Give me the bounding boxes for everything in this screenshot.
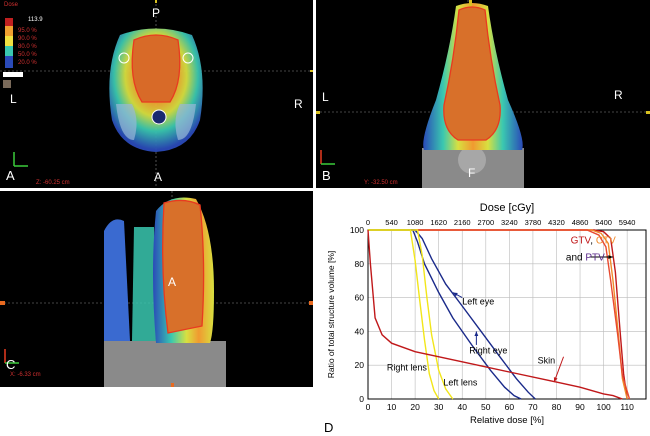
annotation-label: Left eye (462, 296, 494, 306)
x-tick-label: 90 (575, 402, 585, 412)
sagittal-image (0, 191, 313, 387)
x2-tick-label: 0 (366, 218, 370, 227)
x2-axis-label: Dose [cGy] (480, 202, 534, 214)
series-line-gtv (368, 229, 628, 400)
skin-arrow-head (553, 377, 558, 383)
x2-tick-label: 4860 (572, 218, 589, 227)
series-line-right-eye (368, 229, 522, 400)
x2-tick-label: 5400 (595, 218, 612, 227)
y-tick-label: 20 (355, 360, 365, 370)
target-label-part: and (566, 252, 585, 263)
x-axis-label: Relative dose [%] (470, 415, 544, 426)
x-tick-label: 50 (481, 402, 491, 412)
annotation-label: Left lens (443, 377, 478, 387)
dose-legend-level: 80.0 % (18, 44, 37, 50)
x2-tick-label: 2160 (454, 218, 471, 227)
x2-tick-label: 540 (385, 218, 398, 227)
panel-letter: B (322, 168, 331, 183)
orientation-left: L (10, 92, 17, 106)
orientation-center: A (168, 275, 177, 289)
x2-tick-label: 3780 (525, 218, 542, 227)
series-line-left-lens (368, 229, 454, 400)
dose-legend-level: 20.0 % (18, 60, 37, 66)
dose-legend-title: Dose (4, 2, 19, 8)
right-eye-arrow-head (474, 331, 479, 337)
x-tick-label: 70 (528, 402, 538, 412)
chart-series (367, 229, 631, 400)
target-label-line2: and PTV (566, 252, 605, 263)
y-tick-label: 60 (355, 293, 365, 303)
y-tick-label: 80 (355, 259, 365, 269)
target-arrow-head (608, 255, 614, 259)
target-label-part: , (590, 236, 596, 247)
series-line-right-lens (368, 229, 440, 400)
axial-image (0, 0, 313, 188)
y-tick-label: 40 (355, 326, 365, 336)
x-tick-label: 30 (434, 402, 444, 412)
slice-readout: Y: -32.50 cm (364, 180, 398, 186)
dose-legend-level: 90.0 % (18, 36, 37, 42)
x2-tick-label: 4320 (548, 218, 565, 227)
x2-tick-label: 3240 (501, 218, 518, 227)
panel-letter: D (324, 420, 334, 435)
orientation-top: P (152, 6, 161, 20)
x-tick-label: 40 (458, 402, 468, 412)
x-tick-label: 20 (410, 402, 420, 412)
x-tick-label: 100 (596, 402, 610, 412)
y-tick-label: 100 (350, 225, 364, 235)
x-tick-label: 60 (505, 402, 515, 412)
slice-readout: Z: -60.25 cm (36, 180, 70, 186)
x-tick-label: 110 (620, 402, 634, 412)
x-tick-label: 10 (387, 402, 397, 412)
annotation-label: Skin (538, 356, 556, 366)
x2-tick-label: 5940 (619, 218, 636, 227)
x2-tick-label: 2700 (477, 218, 494, 227)
series-line-ptv (368, 229, 631, 400)
chart-labels: Left eye Right eye Right lens Left lens Skin… (387, 236, 616, 388)
coronal-image (316, 0, 650, 188)
dose-legend-level: 50.0 % (18, 52, 37, 58)
panel-letter: C (6, 357, 16, 372)
annotation-label: Right eye (469, 345, 507, 355)
target-label-line1: GTV, CTV (571, 236, 617, 247)
x-tick-label: 0 (366, 402, 371, 412)
target-label-part: PTV (585, 252, 605, 263)
y-axis-label: Ratio of total structure volume [%] (326, 251, 336, 379)
series-line-left-eye (368, 229, 536, 400)
target-label-part: CTV (596, 236, 616, 247)
orientation-right: R (294, 97, 303, 111)
orientation-right: R (614, 88, 623, 102)
annotation-label: Right lens (387, 362, 428, 372)
sagittal-panel: A C X: -6.33 cm (0, 191, 313, 387)
target-label-part: GTV (571, 236, 592, 247)
left-eye-arrow-head (452, 292, 458, 297)
x2-tick-label: 1080 (407, 218, 424, 227)
x-tick-label: 80 (552, 402, 562, 412)
panel-letter: A (6, 168, 15, 183)
axial-panel: Dose 113.9 95.0 % 90.0 % 80.0 % 50.0 % 2… (0, 0, 313, 188)
series-line-skin (367, 229, 623, 400)
slice-readout: X: -6.33 cm (10, 372, 41, 378)
y-tick-label: 0 (359, 394, 364, 404)
dose-legend-max: 113.9 (28, 17, 43, 23)
orientation-bottom: A (154, 170, 163, 184)
orientation-bottom: F (468, 166, 476, 180)
orientation-left: L (322, 90, 329, 104)
coronal-panel: L R F B Y: -32.50 cm (316, 0, 650, 188)
dose-legend-level: 95.0 % (18, 28, 37, 34)
x2-tick-label: 1620 (430, 218, 447, 227)
